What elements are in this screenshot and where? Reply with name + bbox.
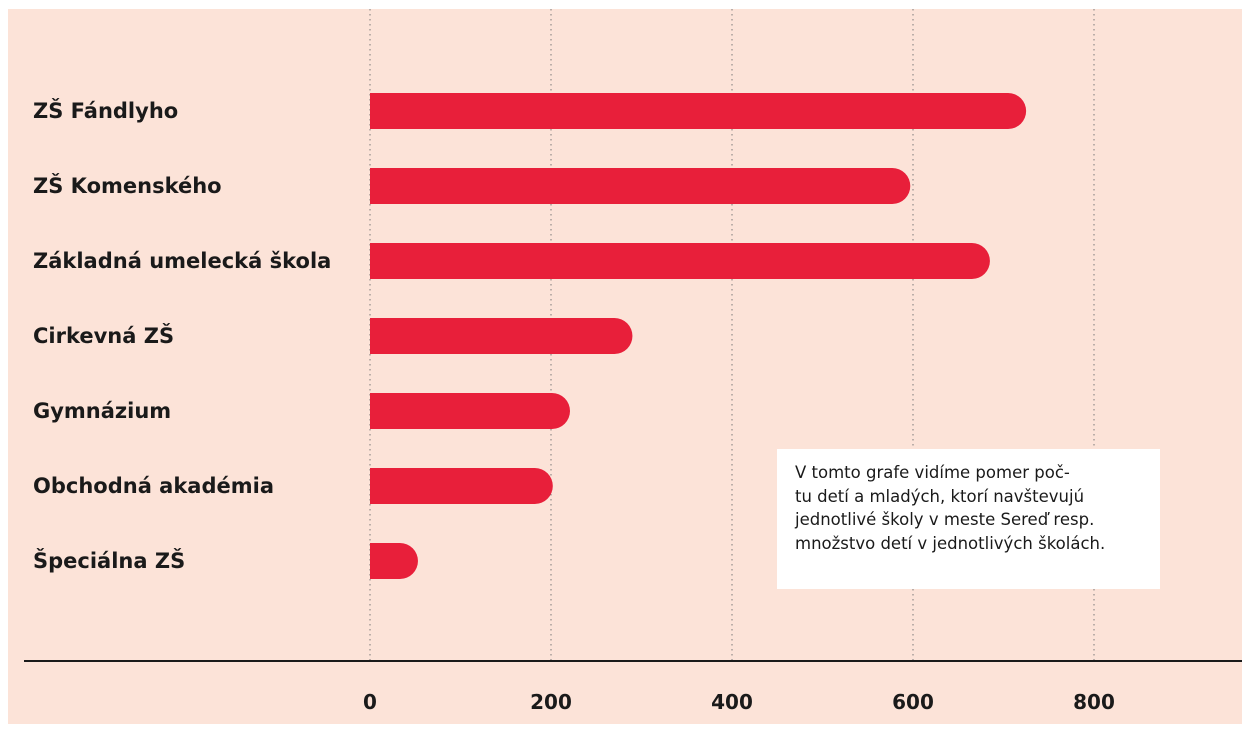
bar xyxy=(370,543,418,579)
x-tick-labels: 0 200 400 600 800 xyxy=(363,690,1115,714)
annotation-line: jednotlivé školy v meste Sereď resp. xyxy=(795,510,1095,529)
category-label: Špeciálna ZŠ xyxy=(33,548,185,573)
category-label: ZŠ Komenského xyxy=(33,173,222,198)
x-tick-label: 400 xyxy=(711,690,753,714)
bar xyxy=(370,468,553,504)
category-label: Gymnázium xyxy=(33,399,171,423)
x-tick-label: 800 xyxy=(1073,690,1115,714)
bar xyxy=(370,168,911,204)
bars xyxy=(370,93,1027,579)
bar xyxy=(370,393,571,429)
chart-panel: ZŠ Fándlyho ZŠ Komenského Základná umeleck… xyxy=(8,9,1242,724)
annotation-box: V tomto grafe vidíme pomer poč- tu detí … xyxy=(777,449,1160,589)
annotation-line: množstvo detí v jednotlivých školách. xyxy=(795,533,1106,553)
x-tick-label: 0 xyxy=(363,690,377,714)
bar xyxy=(370,318,633,354)
category-labels: ZŠ Fándlyho ZŠ Komenského Základná umeleck… xyxy=(33,98,331,573)
category-label: Cirkevná ZŠ xyxy=(33,323,174,348)
bar-chart: ZŠ Fándlyho ZŠ Komenského Základná umeleck… xyxy=(24,9,1242,714)
bar xyxy=(370,93,1027,129)
category-label: Základná umelecká škola xyxy=(33,249,331,273)
x-tick-label: 600 xyxy=(892,690,934,714)
category-label: Obchodná akadémia xyxy=(33,474,274,498)
category-label: ZŠ Fándlyho xyxy=(33,98,178,123)
bar xyxy=(370,243,990,279)
annotation-line: V tomto grafe vidíme pomer poč- xyxy=(795,463,1070,482)
annotation-line: tu detí a mladých, ktorí navštevujú xyxy=(795,486,1085,506)
x-tick-label: 200 xyxy=(530,690,572,714)
